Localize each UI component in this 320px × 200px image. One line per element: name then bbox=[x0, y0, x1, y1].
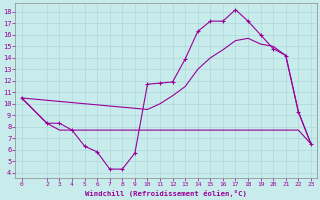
X-axis label: Windchill (Refroidissement éolien,°C): Windchill (Refroidissement éolien,°C) bbox=[85, 190, 247, 197]
